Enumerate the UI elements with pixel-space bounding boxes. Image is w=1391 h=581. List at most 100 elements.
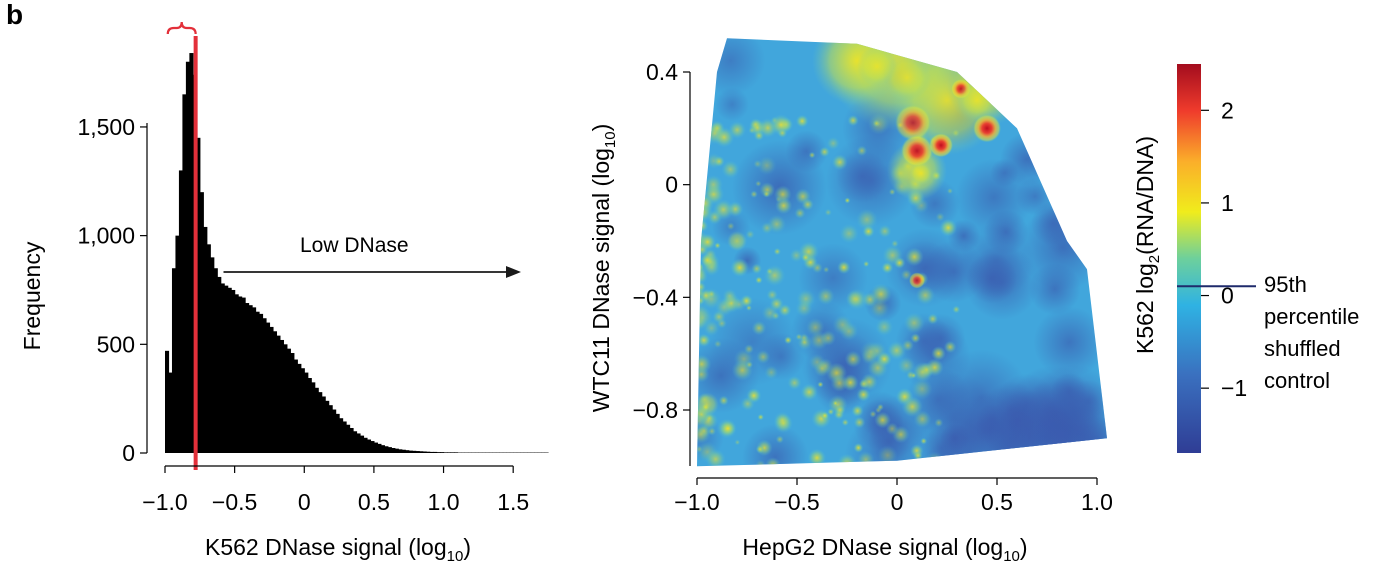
heatmap-x-tick-label: −1.0 [674,489,719,515]
histogram-bar [408,450,413,453]
heatmap-low-region [697,38,766,96]
heatmap-noise-spot [807,448,827,467]
heatmap-noise-spot [697,194,713,211]
heatmap-noise-spot [816,287,835,306]
heatmap-noise-spot [697,119,714,138]
heatmap-noise-spot [834,404,846,416]
heatmap-noise-spot [910,372,917,379]
heatmap-low-region [1026,129,1080,184]
heatmap-noise-spot [800,252,811,263]
histogram-bar [210,257,215,453]
histogram-bar [311,382,316,453]
heatmap-noise-spot [705,449,726,467]
heatmap-noise-spot [875,318,894,337]
low-dnase-brace [166,21,197,35]
heatmap-noise-spot [751,263,763,275]
histogram-bar [339,418,344,453]
heatmap-noise-spot [697,188,707,205]
colorbar-tick-label: 2 [1221,97,1234,123]
histogram-bar [297,363,302,453]
heatmap-noise-spot [744,344,754,355]
histogram-bar [255,311,260,453]
heatmap-noise-spot [703,319,720,337]
heatmap-low-region [1030,201,1075,246]
histogram-x-tick-label: −1.0 [142,489,187,515]
histogram-bar [168,372,173,453]
heatmap-x-tick-label: 0.5 [981,489,1013,515]
heatmap-noise-spot [901,339,914,352]
histogram-bar [373,442,378,453]
histogram-bar [366,439,372,453]
histogram-bar [450,452,455,453]
heatmap-noise-spot [837,453,857,467]
heatmap-noise-spot [697,445,703,453]
heatmap-noise-spot [856,145,868,157]
heatmap-y-tick-label: 0 [665,172,678,198]
heatmap-noise-spot [730,258,750,278]
histogram-bar [234,294,239,453]
heatmap-noise-spot [700,253,715,268]
heatmap-hotspot [727,231,747,251]
heatmap-noise-spot [787,375,802,391]
histogram-bar [380,445,385,453]
colorbar-ticks: −1 0 1 2 [1201,97,1247,401]
histogram-bar [363,437,368,453]
heatmap-noise-spot [713,155,725,168]
histogram-bar [231,289,236,453]
heatmap-noise-spot [697,424,711,438]
histogram-bar [419,451,424,453]
heatmap-noise-spot [745,360,754,369]
histogram-bar [300,368,305,453]
heatmap-noise-spot [832,314,853,335]
heatmap-noise-spot [931,346,946,361]
heatmap-noise-spot [911,378,933,400]
heatmap-hotspot [973,114,1001,143]
heatmap-noise-spot [847,114,859,127]
histogram-bar [394,448,399,453]
histogram-bar [415,451,420,453]
heatmap-noise-spot [766,289,779,301]
heatmap-noise-spot [939,218,958,237]
heatmap-noise-spot [856,387,871,402]
heatmap-noise-spot [881,261,894,274]
heatmap-noise-spot [755,276,763,284]
histogram-x-tick-label: 0.5 [358,489,390,515]
colorbar-tick-label: 0 [1221,283,1234,309]
heatmap-noise-spot [753,130,765,141]
histogram-bar [262,318,267,453]
heatmap-noise-spot [697,176,708,192]
histogram-bar [405,450,410,453]
colorbar-tick-label: 1 [1221,190,1234,216]
histogram-bar [220,283,225,453]
colorbar-cutoff-text-3: shuffled [1264,336,1341,361]
heatmap-low-region [1043,38,1107,111]
histogram-bar [175,235,180,453]
heatmap-noise-spot [732,297,746,312]
histogram-bar [353,431,358,453]
heatmap-noise-spot [844,350,862,368]
histogram-bar [346,424,351,453]
heatmap-noise-spot [767,214,787,234]
histogram-bar [429,451,434,453]
histogram-bars [165,53,549,454]
heatmap-noise-spot [756,349,771,364]
heatmap-noise-spot [903,312,925,334]
histogram-y-tick-label: 1,000 [77,223,135,249]
histogram-bar [213,268,218,453]
heatmap-noise-spot [777,128,788,138]
heatmap-noise-spot [703,174,724,195]
heatmap-noise-spot [831,154,848,171]
histogram-bar [252,307,257,453]
heatmap-noise-spot [794,207,806,219]
heatmap-noise-spot [755,459,766,467]
histogram-bar [245,303,250,453]
heatmap-noise-spot [773,411,791,429]
histogram-bar [370,441,375,453]
heatmap-noise-spot [699,233,717,251]
histogram-bar [426,451,431,453]
histogram-bar [265,322,271,453]
histogram-bar [453,452,459,453]
heatmap-noise-spot [844,197,851,204]
histogram-bar [332,409,337,453]
heatmap-noise-spot [857,451,875,467]
